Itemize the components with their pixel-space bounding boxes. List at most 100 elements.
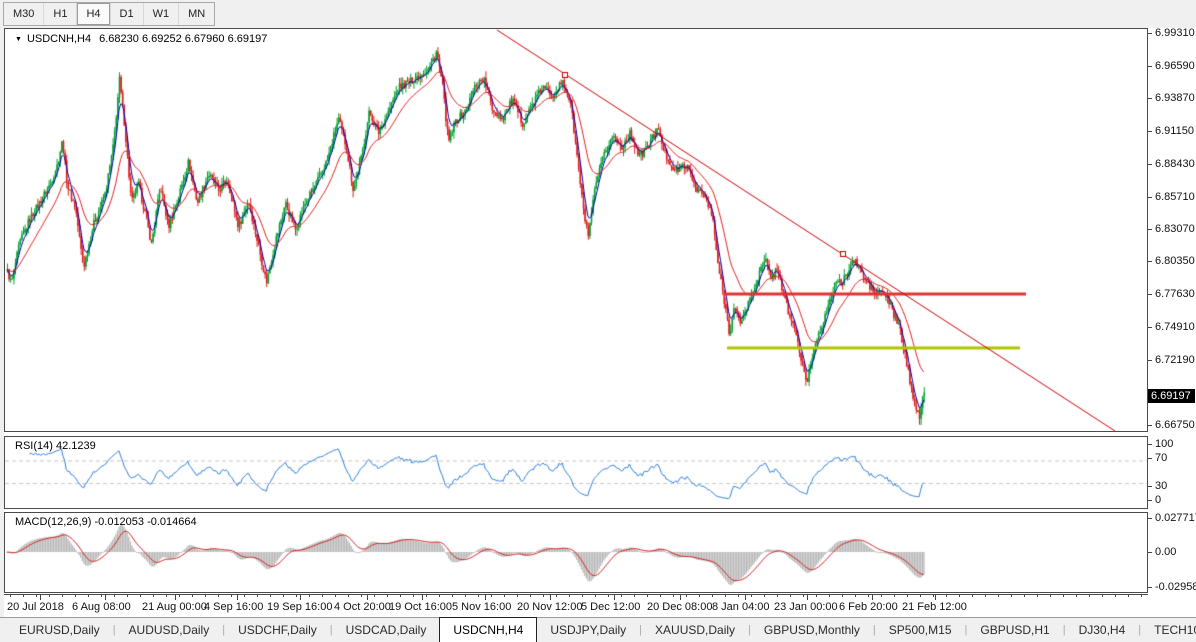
time-minor-tick (1089, 595, 1090, 597)
price-axis-label: 6.83070 (1155, 223, 1195, 235)
time-minor-tick (829, 595, 830, 597)
chart-symbol-label: USDCNH,H4 (26, 33, 92, 45)
rsi-value: 42.1239 (55, 440, 96, 452)
time-minor-tick (1115, 595, 1116, 597)
time-major-tick (367, 595, 368, 600)
rsi-panel[interactable]: RSI(14) 42.1239 (4, 436, 1148, 509)
time-minor-tick (569, 595, 570, 597)
time-minor-tick (608, 595, 609, 597)
price-axis-label: 6.66750 (1155, 419, 1195, 431)
macd-label: MACD(12,26,9) -0.012053 -0.014664 (15, 516, 197, 528)
timeframe-button-m30[interactable]: M30 (4, 3, 45, 25)
time-minor-tick (348, 595, 349, 597)
tab-separator: | (112, 624, 116, 636)
time-axis-label: 19 Sep 16:00 (267, 601, 333, 613)
macd-canvas[interactable] (5, 513, 1147, 592)
time-axis-label: 5 Nov 16:00 (452, 601, 512, 613)
tab-separator: | (748, 624, 751, 636)
axis-tick-mark (1148, 66, 1152, 67)
timeframe-button-d1[interactable]: D1 (111, 3, 144, 25)
axis-tick-mark (1148, 197, 1152, 198)
time-minor-tick (153, 595, 154, 597)
chart-tab-usdcnh[interactable]: USDCNH,H4 (439, 617, 538, 642)
time-minor-tick (517, 595, 518, 597)
rsi-axis-label: 0 (1155, 494, 1162, 506)
axis-tick-mark (1148, 518, 1152, 519)
time-minor-tick (1063, 595, 1064, 597)
timeframe-button-w1[interactable]: W1 (144, 3, 180, 25)
price-chart-canvas[interactable] (5, 29, 1147, 431)
axis-tick-mark (1148, 164, 1152, 165)
chart-tab-dj30[interactable]: DJ30,H4 (1078, 623, 1126, 637)
time-minor-tick (985, 595, 986, 597)
time-axis-label: 23 Jan 00:00 (774, 601, 838, 613)
macd-axis-label: 0.027717 (1155, 512, 1196, 524)
time-axis-label: 19 Oct 16:00 (389, 601, 452, 613)
time-minor-tick (738, 595, 739, 597)
axis-tick-mark (1148, 294, 1152, 295)
macd-panel[interactable]: MACD(12,26,9) -0.012053 -0.014664 (4, 512, 1148, 593)
time-minor-tick (946, 595, 947, 597)
time-minor-tick (686, 595, 687, 597)
tab-separator: | (1062, 624, 1066, 636)
time-minor-tick (491, 595, 492, 597)
axis-tick-mark (1148, 33, 1152, 34)
chart-tab-xauusd[interactable]: XAUUSD,Daily (655, 623, 736, 637)
time-major-tick (237, 595, 238, 600)
time-minor-tick (75, 595, 76, 597)
time-axis-label: 6 Feb 20:00 (839, 601, 898, 613)
chart-tab-tech100[interactable]: TECH100,H1 (1154, 623, 1196, 637)
timeframe-button-group: M30 H1 H4 D1 W1 MN (3, 2, 216, 26)
axis-tick-mark (1148, 500, 1152, 501)
tab-separator: | (639, 624, 643, 636)
time-major-tick (175, 595, 176, 600)
time-minor-tick (114, 595, 115, 597)
timeframe-button-mn[interactable]: MN (188, 8, 206, 20)
price-axis-label: 6.93870 (1155, 92, 1195, 104)
time-minor-tick (816, 595, 817, 597)
tab-separator: | (964, 624, 968, 636)
chart-tab-usdjpy[interactable]: USDJPY,Daily (550, 623, 627, 637)
tab-separator: | (222, 624, 226, 636)
chart-tab-audusd[interactable]: AUDUSD,Daily (128, 623, 210, 637)
time-minor-tick (790, 595, 791, 597)
time-axis-label: 21 Aug 00:00 (142, 601, 207, 613)
time-minor-tick (803, 595, 804, 597)
price-axis-label: 6.72190 (1155, 354, 1195, 366)
axis-tick-mark (1148, 98, 1152, 99)
chart-tab-gbpusd[interactable]: GBPUSD,Monthly (763, 623, 860, 637)
axis-tick-mark (1148, 327, 1152, 328)
chart-tab-usdchf[interactable]: USDCHF,Daily (238, 623, 317, 637)
time-minor-tick (998, 595, 999, 597)
time-minor-tick (452, 595, 453, 597)
chart-tab-sp500[interactable]: SP500,M15 (888, 623, 952, 637)
timeframe-button-h1[interactable]: H1 (44, 3, 78, 25)
macd-values: -0.012053 -0.014664 (94, 516, 197, 528)
chart-tab-usdcad[interactable]: USDCAD,Daily (345, 623, 427, 637)
time-minor-tick (374, 595, 375, 597)
rsi-canvas[interactable] (5, 437, 1147, 508)
timeframe-button-h4[interactable]: H4 (77, 3, 111, 25)
time-minor-tick (959, 595, 960, 597)
time-major-tick (614, 595, 615, 600)
time-minor-tick (920, 595, 921, 597)
time-minor-tick (36, 595, 37, 597)
time-minor-tick (842, 595, 843, 597)
price-chart-panel[interactable]: ▼ USDCNH,H4 6.68230 6.69252 6.67960 6.6919… (4, 28, 1148, 432)
time-minor-tick (361, 595, 362, 597)
time-minor-tick (543, 595, 544, 597)
time-minor-tick (244, 595, 245, 597)
time-minor-tick (530, 595, 531, 597)
rsi-axis-label: 100 (1155, 438, 1174, 450)
time-axis-label: 4 Sep 16:00 (204, 601, 264, 613)
time-minor-tick (283, 595, 284, 597)
symbol-dropdown-icon[interactable]: ▼ (15, 36, 22, 43)
price-axis-label: 6.96590 (1155, 60, 1195, 72)
time-minor-tick (751, 595, 752, 597)
chart-tab-eurusd[interactable]: EURUSD,Daily (19, 623, 100, 637)
chart-tab-gbpusd[interactable]: GBPUSD,H1 (980, 623, 1050, 637)
time-minor-tick (1011, 595, 1012, 597)
time-minor-tick (1024, 595, 1025, 597)
macd-axis-label: 0.00 (1155, 546, 1177, 558)
